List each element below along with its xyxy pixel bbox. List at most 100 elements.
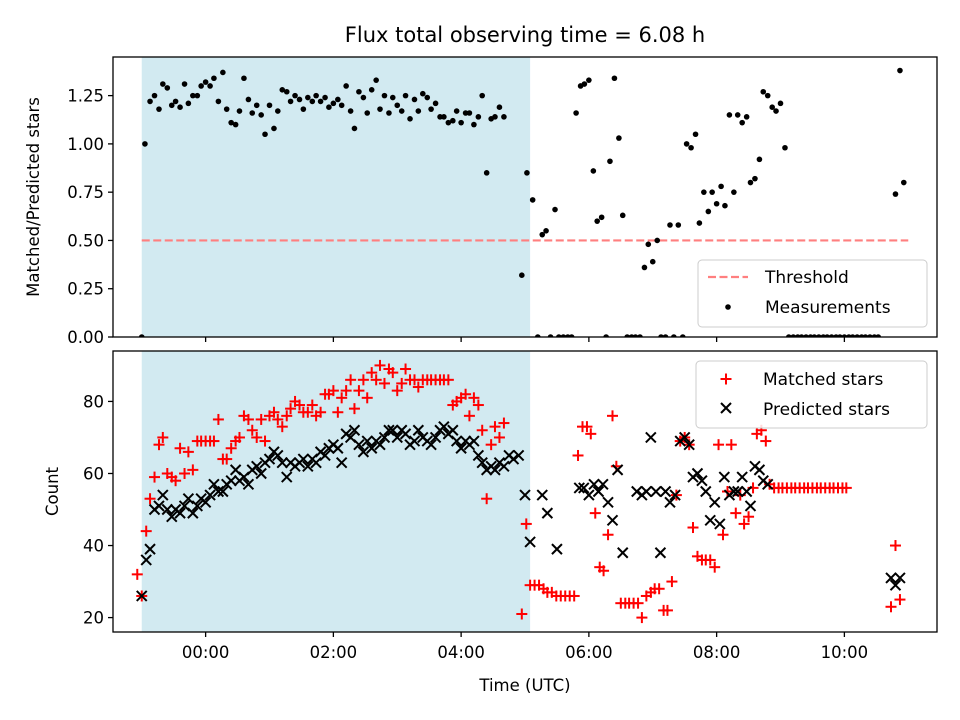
x-tick-label: 00:00: [182, 643, 230, 662]
predicted-star-point: [507, 453, 520, 465]
matched-star-point: [285, 403, 297, 415]
predicted-star-point: [617, 547, 629, 559]
measurement-point: [275, 108, 281, 114]
predicted-star-point: [255, 467, 267, 480]
predicted-star-point: [602, 496, 614, 509]
legend-measurement-swatch: [725, 304, 731, 310]
y-tick-label: 0.00: [67, 328, 104, 347]
matched-star-point: [391, 385, 403, 397]
measurement-point: [496, 104, 503, 111]
matched-star-point: [233, 431, 245, 443]
predicted-star-point: [187, 507, 199, 519]
measurement-point: [560, 334, 567, 337]
measurement-point: [616, 135, 622, 141]
legend-threshold-label: Threshold: [764, 268, 849, 288]
measurement-point: [688, 144, 694, 151]
matched-star-point: [294, 399, 306, 411]
x-tick-label: 02:00: [310, 643, 358, 662]
matched-star-point: [396, 377, 408, 389]
measurement-point: [411, 96, 418, 103]
matched-star-point: [225, 442, 237, 454]
matched-star-point: [460, 388, 472, 400]
measurement-point: [309, 98, 316, 105]
matched-star-point: [144, 493, 156, 505]
predicted-star-point: [365, 442, 378, 454]
matched-star-point: [276, 421, 288, 433]
measurement-point: [241, 75, 247, 82]
measurement-point: [607, 158, 613, 165]
legend-predicted-label: Predicted stars: [763, 400, 890, 420]
matched-star-point: [485, 439, 497, 451]
predicted-star-point: [476, 456, 488, 469]
predicted-star-point: [429, 431, 442, 444]
matched-star-point: [140, 525, 152, 537]
measurement-point: [679, 334, 686, 337]
measurement-point: [705, 208, 712, 215]
matched-star-point: [345, 374, 357, 386]
measurement-point: [279, 87, 286, 93]
legend-matched-label: Matched stars: [763, 370, 883, 390]
predicted-star-point: [512, 449, 525, 462]
measurement-point: [671, 334, 677, 337]
measurement-point: [198, 83, 204, 89]
measurement-point: [356, 88, 362, 95]
matched-star-point: [661, 604, 673, 616]
matched-star-point: [174, 442, 186, 454]
measurement-point: [190, 92, 196, 99]
matched-star-point: [353, 385, 365, 397]
predicted-star-point: [157, 489, 169, 501]
measurement-point: [581, 81, 588, 87]
measurement-point: [458, 119, 464, 126]
measurement-point: [347, 108, 354, 114]
predicted-star-point: [438, 420, 450, 433]
matched-star-point: [208, 435, 220, 447]
measurement-point: [713, 200, 720, 207]
predicted-star-point: [297, 453, 310, 465]
measurement-point: [867, 334, 873, 337]
matched-star-point: [212, 413, 224, 425]
measurement-point: [524, 170, 530, 176]
measurement-point: [598, 214, 605, 221]
measurement-point: [777, 100, 784, 107]
predicted-star-point: [332, 442, 344, 454]
predicted-star-point: [551, 543, 563, 555]
legend-box: [697, 259, 928, 328]
predicted-star-point: [348, 424, 361, 436]
y-tick-label: 0.75: [67, 183, 104, 202]
predicted-star-point: [669, 489, 681, 501]
measurement-point: [147, 98, 153, 105]
matched-star-point: [348, 403, 360, 415]
predicted-star-point: [242, 478, 255, 491]
plot-area: [138, 57, 909, 337]
measurement-point: [897, 67, 903, 74]
measurement-point: [207, 83, 213, 89]
x-axis-label: Time (UTC): [478, 676, 570, 695]
measurement-point: [900, 179, 907, 186]
matched-star-point: [315, 406, 327, 418]
predicted-star-point: [762, 478, 774, 491]
measurement-point: [194, 92, 201, 99]
predicted-star-point: [251, 460, 263, 472]
measurement-point: [364, 110, 371, 116]
measurement-point: [373, 77, 379, 83]
measurement-point: [437, 114, 443, 120]
predicted-star-point: [894, 572, 906, 584]
matched-star-point: [481, 493, 493, 505]
matched-star-point: [182, 446, 194, 458]
measurement-point: [360, 94, 367, 101]
matched-star-point: [894, 594, 906, 606]
axes-frame: [112, 350, 938, 633]
matched-star-point: [340, 385, 352, 397]
predicted-star-point: [597, 478, 609, 491]
predicted-star-point: [740, 485, 753, 498]
measurement-point: [283, 88, 290, 95]
measurement-point: [441, 114, 447, 120]
matched-star-point: [472, 399, 484, 411]
matched-star-point: [187, 464, 199, 476]
measurement-point: [841, 334, 848, 337]
matched-star-point: [636, 612, 648, 624]
predicted-star-point: [650, 485, 662, 498]
y-tick-label: 80: [83, 392, 104, 411]
matched-star-point: [489, 421, 501, 433]
